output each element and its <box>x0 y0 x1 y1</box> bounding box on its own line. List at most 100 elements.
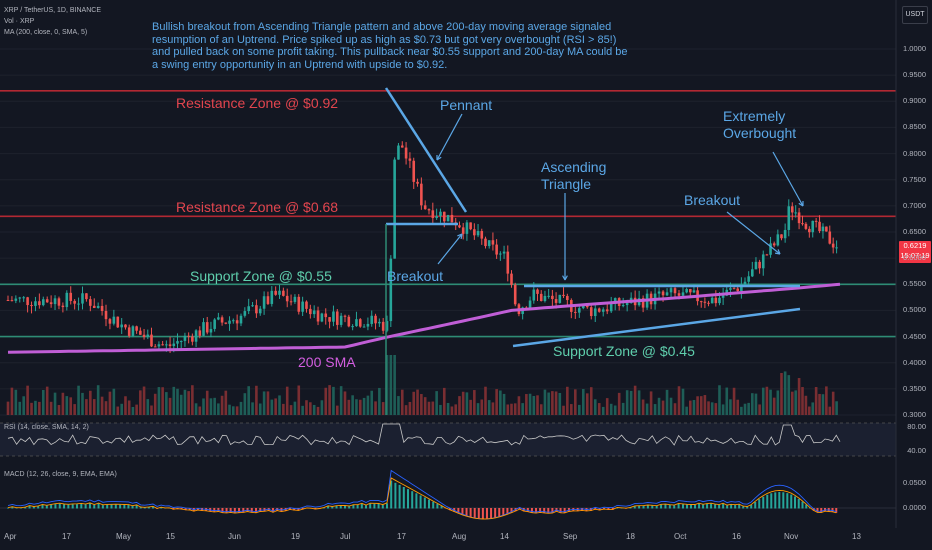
macd-histogram-bar <box>543 508 546 513</box>
candle-body <box>543 295 547 301</box>
candle-body <box>26 297 29 306</box>
candle-body <box>825 226 828 232</box>
macd-histogram-bar <box>88 503 91 509</box>
volume-bar <box>532 395 536 415</box>
candle-body <box>393 159 396 259</box>
candle-body <box>124 324 127 328</box>
candle-body <box>473 229 476 236</box>
volume-bar <box>176 388 179 415</box>
volume-bar <box>408 401 412 415</box>
rsi-band <box>0 423 896 456</box>
candle-body <box>761 254 765 269</box>
candle-body <box>499 253 502 255</box>
volume-bar <box>510 403 513 415</box>
macd-histogram-bar <box>114 504 117 509</box>
volume-bar <box>213 397 216 415</box>
volume-bar <box>324 387 328 415</box>
candle-body <box>332 311 335 322</box>
volume-bar <box>157 387 161 415</box>
macd-histogram-bar <box>54 504 57 509</box>
candle-body <box>495 244 498 255</box>
volume-bar <box>328 385 331 415</box>
candle-body <box>804 223 808 229</box>
volume-bar <box>821 394 825 415</box>
volume-bar <box>581 389 585 415</box>
candle-body <box>312 310 316 315</box>
volume-bar <box>312 404 316 415</box>
candle-body <box>665 292 669 296</box>
macd-histogram-bar <box>7 507 9 509</box>
candle-body <box>605 309 609 312</box>
time-tick-label: Apr <box>4 532 17 541</box>
volume-bar <box>239 401 243 415</box>
candle-body <box>202 322 205 336</box>
volume-bar <box>77 385 80 415</box>
macd-histogram-bar <box>41 504 44 509</box>
candle-body <box>439 211 442 217</box>
candle-body <box>710 297 714 304</box>
volume-bar <box>191 385 194 415</box>
macd-histogram-bar <box>642 505 645 509</box>
candle-body <box>458 225 461 228</box>
volume-bar <box>416 389 419 415</box>
macd-histogram-bar <box>746 506 749 509</box>
macd-histogram-bar <box>526 508 529 512</box>
volume-bar <box>194 403 198 415</box>
candle-body <box>502 251 506 254</box>
macd-histogram-bar <box>135 505 138 509</box>
breakout-arrow-2-head <box>774 249 781 255</box>
candle-body <box>96 305 100 308</box>
candle-body <box>183 335 187 341</box>
volume-bar <box>220 395 224 415</box>
macd-histogram-bar <box>477 508 480 519</box>
breakout-label-2: Breakout <box>684 192 741 208</box>
macd-histogram-bar <box>633 506 636 509</box>
macd-histogram-bar <box>369 503 372 509</box>
candle-body <box>831 243 835 248</box>
macd-histogram-bar <box>407 489 409 509</box>
volume-bar <box>593 399 597 415</box>
candle-body <box>274 290 277 295</box>
candle-body <box>258 308 262 314</box>
candle-body <box>769 243 772 255</box>
volume-bar <box>617 392 621 415</box>
volume-bar <box>473 390 476 415</box>
candle-body <box>53 298 57 305</box>
volume-bar <box>714 403 718 415</box>
candle-body <box>45 299 49 303</box>
volume-bar <box>513 403 517 415</box>
candle-body <box>224 322 228 324</box>
support-045-label: Support Zone @ $0.45 <box>553 343 695 359</box>
macd-histogram-bar <box>786 493 789 509</box>
overbought-arrow <box>772 151 804 207</box>
candle-body <box>776 234 780 246</box>
currency-button[interactable]: USDT <box>902 6 928 24</box>
volume-bar <box>458 396 461 415</box>
macd-histogram-bar <box>80 503 83 509</box>
macd-histogram-bar <box>694 504 697 509</box>
macd-histogram-bar <box>436 503 439 509</box>
volume-bar <box>393 355 396 415</box>
macd-histogram-bar <box>440 505 443 509</box>
overbought-label-1: Extremely <box>723 108 786 124</box>
volume-bar <box>142 386 146 415</box>
volume-bar <box>547 392 550 415</box>
volume-bar <box>435 391 438 415</box>
macd-histogram-bar <box>377 503 380 509</box>
macd-histogram-bar <box>726 505 729 509</box>
candle-body <box>89 299 92 306</box>
volume-bar <box>605 398 609 415</box>
macd-histogram-bar <box>506 508 509 515</box>
volume-bar <box>808 406 811 415</box>
volume-bar <box>22 396 25 415</box>
macd-histogram-bar <box>24 507 27 509</box>
candle-body <box>740 284 743 292</box>
candle-body <box>754 261 758 270</box>
volume-bar <box>718 385 721 415</box>
macd-histogram-bar <box>778 492 781 509</box>
candle-body <box>228 320 231 324</box>
pennant-upper-line <box>384 87 468 213</box>
volume-bar <box>645 403 649 415</box>
macd-histogram-bar <box>160 507 163 509</box>
